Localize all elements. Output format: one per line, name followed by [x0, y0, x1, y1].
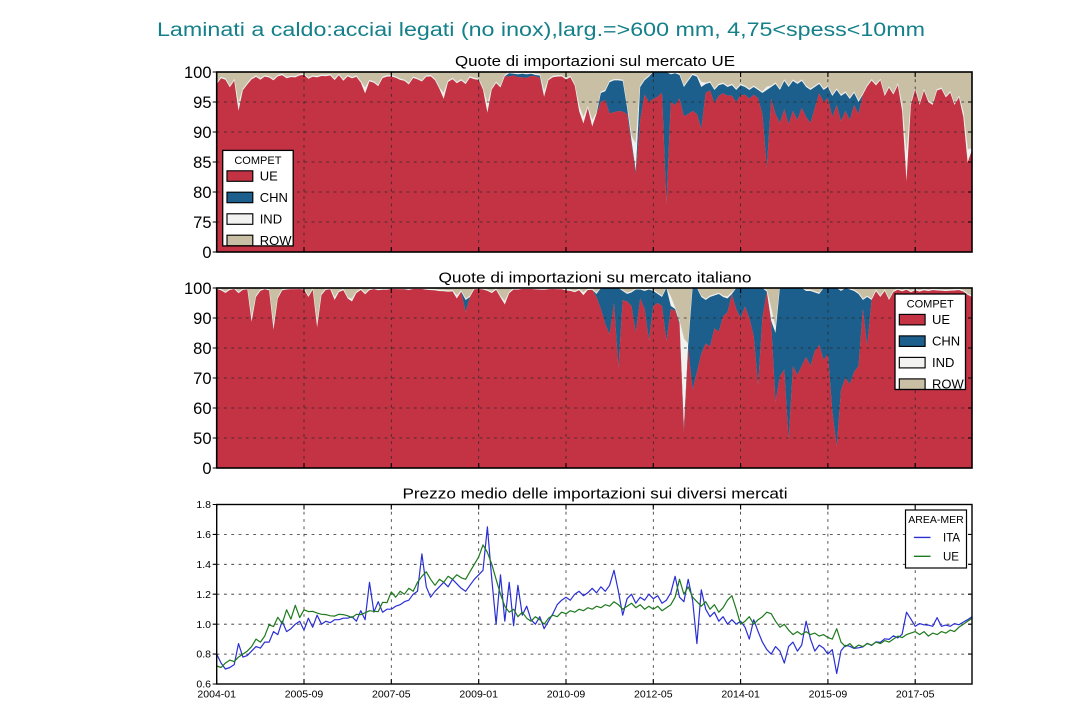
svg-text:CHN: CHN [932, 334, 960, 349]
svg-text:IND: IND [260, 212, 282, 227]
svg-text:0.6: 0.6 [196, 679, 211, 691]
svg-text:90: 90 [193, 124, 211, 142]
svg-text:2009-01: 2009-01 [459, 689, 498, 701]
svg-text:2014-01: 2014-01 [721, 689, 760, 701]
svg-text:60: 60 [193, 400, 211, 418]
svg-text:70: 70 [193, 370, 211, 388]
svg-text:ROW: ROW [932, 377, 965, 392]
svg-text:Laminati a caldo:acciai legati: Laminati a caldo:acciai legati (no inox)… [157, 20, 925, 41]
svg-text:50: 50 [193, 430, 211, 448]
svg-text:Prezzo medio delle importazion: Prezzo medio delle importazioni sui dive… [403, 485, 788, 502]
svg-text:2005-09: 2005-09 [285, 689, 324, 701]
svg-text:85: 85 [193, 154, 211, 172]
svg-text:2015-09: 2015-09 [809, 689, 848, 701]
svg-text:100: 100 [184, 64, 212, 82]
svg-text:2004-01: 2004-01 [197, 689, 236, 701]
svg-text:1.2: 1.2 [196, 589, 211, 601]
svg-text:1.0: 1.0 [196, 619, 211, 631]
svg-text:90: 90 [193, 310, 211, 328]
svg-text:CHN: CHN [260, 190, 288, 205]
svg-text:UE: UE [932, 312, 950, 327]
svg-text:UE: UE [260, 169, 278, 184]
svg-text:1.8: 1.8 [196, 499, 211, 511]
svg-text:2012-05: 2012-05 [634, 689, 673, 701]
svg-text:100: 100 [184, 280, 212, 298]
svg-text:COMPET: COMPET [234, 155, 281, 167]
svg-text:ROW: ROW [260, 233, 293, 248]
svg-text:0.8: 0.8 [196, 649, 211, 661]
svg-text:Quote di importazioni su merca: Quote di importazioni su mercato italian… [439, 270, 752, 287]
svg-text:UE: UE [943, 551, 959, 563]
svg-text:0: 0 [202, 244, 211, 262]
svg-text:75: 75 [193, 214, 211, 232]
svg-text:1.4: 1.4 [196, 559, 211, 571]
svg-text:95: 95 [193, 94, 211, 112]
svg-text:COMPET: COMPET [907, 299, 954, 311]
svg-text:2010-09: 2010-09 [547, 689, 586, 701]
svg-text:80: 80 [193, 340, 211, 358]
svg-text:Quote di importazioni sul merc: Quote di importazioni sul mercato UE [455, 53, 735, 70]
svg-text:AREA-MER: AREA-MER [908, 514, 964, 526]
svg-text:0: 0 [202, 460, 211, 478]
svg-text:IND: IND [932, 355, 954, 370]
svg-text:2007-05: 2007-05 [372, 689, 411, 701]
svg-text:1.6: 1.6 [196, 529, 211, 541]
svg-text:ITA: ITA [943, 532, 960, 544]
svg-text:2017-05: 2017-05 [896, 689, 935, 701]
svg-text:80: 80 [193, 184, 211, 202]
